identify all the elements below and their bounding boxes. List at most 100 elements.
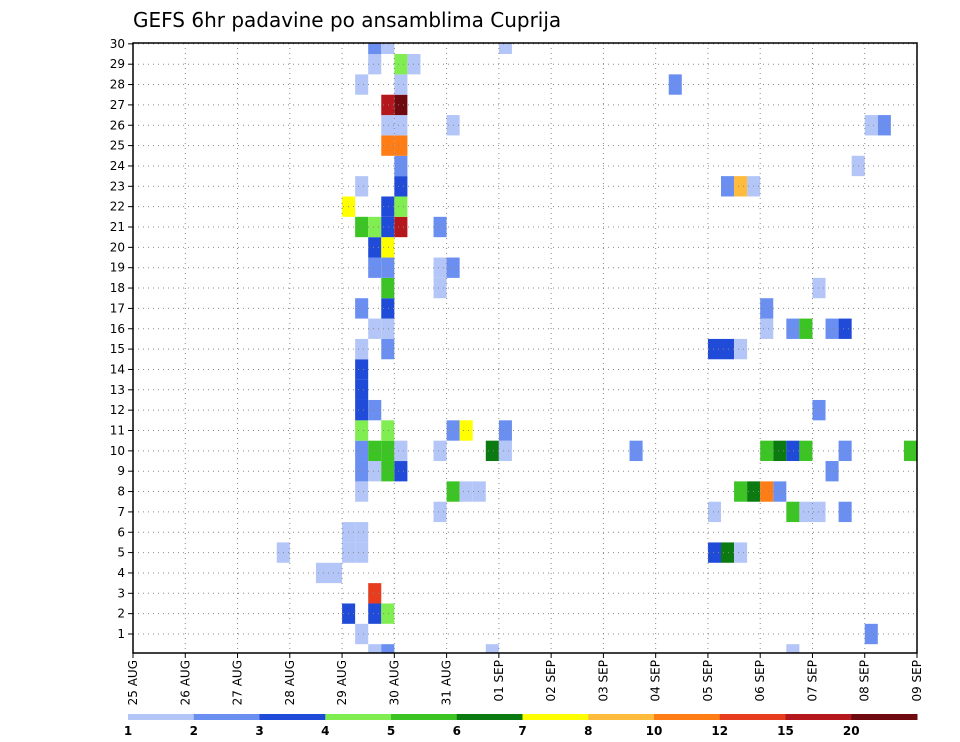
heatmap-cell [381,277,395,299]
x-tick-label: 07 SEP [805,660,819,702]
heatmap-cell [864,115,878,136]
heatmap-cell [381,420,395,441]
heatmap-cell [734,542,748,563]
legend-label: 10 [646,724,663,738]
legend-swatch [325,714,392,720]
heatmap-cell [368,43,382,55]
y-tick-label: 5 [117,546,125,560]
heatmap-cell [394,216,408,238]
heatmap-cell [472,481,486,502]
heatmap-cell [355,338,369,360]
heatmap-cell [368,603,382,624]
heatmap-cell [734,176,748,197]
legend-swatch [654,714,721,720]
heatmap-cell [433,277,447,299]
x-tick-label: 05 SEP [701,660,715,702]
heatmap-cell [355,359,369,380]
x-tick-label: 29 AUG [335,660,349,705]
y-tick-label: 24 [110,159,125,173]
heatmap-cell [381,298,395,319]
heatmap-cell [433,501,447,523]
heatmap-cell [799,318,813,339]
heatmap-cell [877,115,891,136]
y-tick-label: 13 [110,383,125,397]
heatmap-cell [368,440,382,462]
heatmap-cell [903,440,917,462]
y-tick-label: 7 [117,505,125,519]
legend-label: 12 [711,724,728,738]
heatmap-cell [368,318,382,339]
x-tick-label: 28 AUG [283,660,297,705]
heatmap-cell [459,481,473,502]
y-tick-label: 9 [117,464,125,478]
legend-label: 20 [843,724,860,738]
heatmap-cell [381,43,395,55]
y-tick-label: 8 [117,485,125,499]
heatmap-cell [773,440,787,462]
heatmap-cell [315,562,329,584]
legend-swatch [128,714,195,720]
y-tick-label: 2 [117,607,125,621]
grid-lines [133,43,917,653]
heatmap-cell [786,501,800,523]
heatmap-cell [707,542,721,563]
legend-swatch [588,714,655,720]
heatmap-cell [368,644,382,653]
heatmap-cell [329,562,343,584]
heatmap-cell [668,74,682,95]
legend-swatch [391,714,458,720]
legend-label: 15 [777,724,794,738]
heatmap-cell [381,196,395,217]
y-tick-label: 6 [117,525,125,539]
heatmap-cell [394,94,408,116]
heatmap-cell [721,542,735,563]
y-tick-label: 4 [117,566,125,580]
legend-swatch [522,714,589,720]
heatmap-cell [355,298,369,319]
heatmap-cell [368,216,382,238]
y-tick-label: 11 [110,424,125,438]
heatmap-cell [629,440,643,462]
legend-label: 1 [124,724,132,738]
legend-swatch [719,714,786,720]
heatmap-cell [355,216,369,238]
y-tick-label: 18 [110,281,125,295]
heatmap-cell [433,216,447,238]
x-axis: 25 AUG 26 AUG 27 AUG 28 AUG 29 AUG 30 AUG 31 A… [126,653,924,705]
heatmap-cell [355,522,369,543]
heatmap-cell [381,257,395,278]
heatmap-cell [838,318,852,339]
heatmap-cell [394,135,408,156]
legend-label: 8 [584,724,592,738]
heatmap-cell [355,461,369,482]
heatmap-cell [381,94,395,116]
y-axis: 1234567891011121314151617181920212223242… [110,37,133,641]
heatmap-cell [381,603,395,624]
heatmap-cell [368,399,382,421]
x-tick-label: 02 SEP [544,660,558,702]
heatmap-cell [485,440,499,462]
heatmap-cell [433,440,447,462]
heatmap-cell [760,440,774,462]
heatmap-cell [355,623,369,645]
heatmap-cell [381,338,395,360]
heatmap-cell [355,379,369,400]
heatmap-cell [786,318,800,339]
heatmap-cell [381,216,395,238]
heatmap-cell [773,481,787,502]
legend-swatch [259,714,326,720]
x-tick-label: 26 AUG [178,660,192,705]
legend-swatch [456,714,523,720]
heatmap-cell [394,196,408,217]
heatmap-cell [498,440,512,462]
heatmap-cell [760,298,774,319]
heatmap-cell [381,135,395,156]
legend-label: 4 [321,724,329,738]
heatmap-cell [799,440,813,462]
heatmap-cell [394,176,408,197]
heatmap-cell [381,237,395,258]
x-tick-label: 30 AUG [387,660,401,705]
heatmap-cell [864,623,878,645]
heatmap-cell [355,542,369,563]
